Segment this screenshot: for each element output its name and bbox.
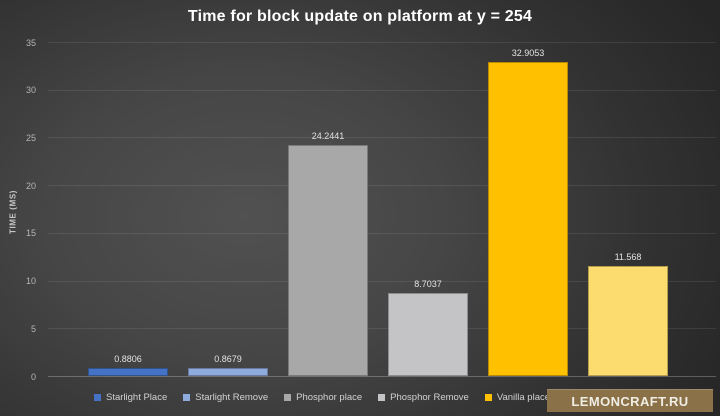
- legend-label-phosphor-remove: Phosphor Remove: [390, 391, 469, 403]
- bar-value-label-vanilla-place: 32.9053: [511, 48, 545, 58]
- legend-label-starlight-remove: Starlight Remove: [195, 391, 269, 403]
- legend-swatch-vanilla-place: [484, 393, 492, 401]
- gridline-15: [48, 232, 716, 234]
- legend-label-vanilla-place: Vanilla place: [496, 391, 551, 403]
- gridline-35: [48, 42, 716, 43]
- legend-item-vanilla-place: Vanilla place: [484, 391, 551, 403]
- legend-item-starlight-place: Starlight Place: [93, 391, 168, 403]
- x-axis-line: [48, 376, 716, 377]
- y-tick-label-30: 30: [25, 85, 36, 96]
- y-tick-label-10: 10: [25, 276, 36, 287]
- y-tick-label-15: 15: [25, 228, 36, 239]
- gridline-5: [48, 328, 716, 330]
- legend-swatch-phosphor-remove: [378, 393, 386, 401]
- bar-phosphor-place: [288, 144, 368, 376]
- chart-title: Time for block update on platform at y =…: [187, 8, 533, 25]
- bar-value-label-starlight-remove: 0.8679: [214, 353, 242, 364]
- legend-swatch-starlight-remove: [183, 393, 191, 401]
- y-tick-label-20: 20: [25, 180, 36, 191]
- legend-item-phosphor-place: Phosphor place: [284, 392, 362, 403]
- bar-value-label-phosphor-place: 24.2441: [311, 130, 345, 141]
- legend-item-phosphor-remove: Phosphor Remove: [378, 392, 469, 403]
- y-tick-label-25: 25: [25, 132, 36, 143]
- gridline-20: [48, 185, 716, 187]
- y-tick-label-0: 0: [30, 371, 36, 382]
- bar-series-6: [588, 265, 668, 376]
- legend-label-phosphor-place: Phosphor place: [296, 391, 363, 403]
- legend-item-starlight-remove: Starlight Remove: [183, 392, 268, 403]
- bar-starlight-place: [88, 367, 168, 376]
- plot-area: 0.8806 0.8679 24.2441 8.7037 32.9053 11.568: [48, 42, 716, 377]
- bar-vanilla-place: [488, 62, 568, 376]
- bar-value-label-series-6: 11.568: [614, 251, 642, 262]
- legend-label-starlight-place: Starlight Place: [105, 391, 168, 403]
- legend-swatch-starlight-place: [93, 393, 101, 401]
- y-tick-label-5: 5: [30, 323, 36, 334]
- gridline-30: [48, 89, 716, 91]
- bar-value-label-phosphor-remove: 8.7037: [414, 278, 442, 289]
- watermark-badge: LEMONCRAFT.RU: [547, 389, 713, 412]
- bar-phosphor-remove: [388, 292, 468, 376]
- bar-value-label-starlight-place: 0.8806: [114, 353, 142, 364]
- legend-swatch-phosphor-place: [284, 393, 292, 401]
- y-tick-label-35: 35: [25, 37, 36, 48]
- gridline-10: [48, 280, 716, 282]
- bar-starlight-remove: [188, 367, 268, 376]
- gridline-25: [48, 137, 716, 139]
